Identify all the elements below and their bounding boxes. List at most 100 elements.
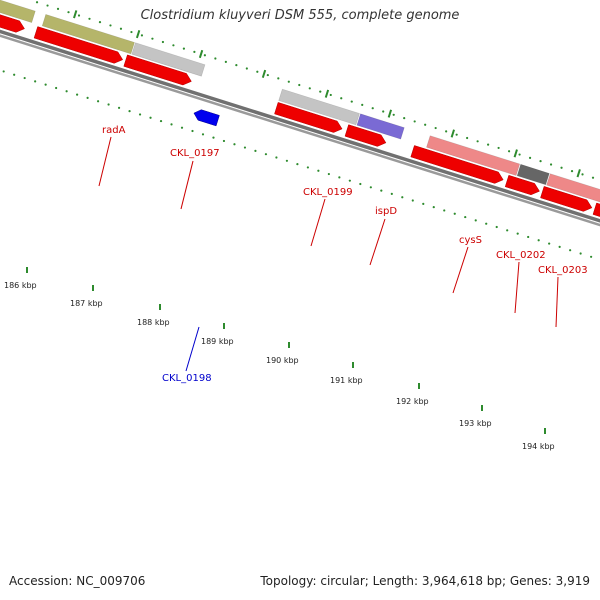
tick-dot: [485, 222, 488, 225]
tick-dot: [432, 206, 435, 209]
tick-dot: [212, 136, 215, 139]
tick-mark: [135, 30, 141, 39]
tick-dot: [264, 153, 268, 156]
tick-dot: [558, 245, 561, 248]
tick-dot: [35, 1, 39, 4]
kbp-tick-label: 189 kbp: [201, 337, 234, 346]
tick-dot: [359, 182, 362, 186]
tick-mark: [513, 149, 518, 158]
tick-dot: [243, 146, 247, 149]
tick-dot: [348, 179, 351, 182]
tick-dot: [65, 90, 68, 93]
kbp-tick-label: 191 kbp: [330, 376, 363, 385]
tick-dot: [130, 30, 133, 34]
tick-dot: [13, 73, 16, 76]
tick-dot: [327, 172, 330, 176]
gene-label: cysS: [459, 235, 482, 246]
tick-dot: [487, 143, 490, 146]
tick-dot: [285, 159, 289, 162]
tick-dot: [507, 150, 511, 153]
tick-dot: [453, 212, 456, 215]
tick-dot: [277, 77, 280, 80]
tick-dot: [98, 21, 102, 24]
tick-dot: [128, 110, 131, 113]
tick-dot: [172, 44, 175, 47]
tick-dot: [527, 235, 530, 239]
tick-mark: [261, 69, 267, 78]
genome-backbone: [0, 29, 600, 227]
tick-dot: [77, 14, 81, 17]
tick-dot: [214, 57, 217, 60]
cds-bar: [356, 113, 405, 140]
tick-dot: [528, 156, 532, 159]
tick-dot: [443, 209, 446, 212]
tick-dot: [67, 11, 70, 14]
gene-label-leader: [185, 326, 200, 372]
tick-dot: [296, 163, 299, 166]
tick-dot: [516, 232, 519, 235]
gene-label: CKL_0203: [538, 265, 588, 276]
tick-mark: [198, 49, 204, 59]
tick-dot: [371, 107, 374, 110]
tick-dot: [306, 166, 309, 169]
kbp-tick-label: 188 kbp: [137, 318, 170, 327]
tick-dot: [119, 27, 123, 30]
accession-text: Accession: NC_009706: [9, 574, 146, 588]
cds-bar: [516, 163, 550, 186]
tick-dot: [338, 176, 341, 179]
gene-label: CKL_0199: [303, 187, 353, 198]
tick-dot: [224, 60, 227, 63]
tick-dot: [411, 199, 414, 202]
tick-dot: [55, 86, 58, 90]
scale-ticks: 186 kbp 187 kbp 188 kbp 189 kbp 190 kbp 191 k…: [2, 0, 595, 451]
forward-cds-arrow: [540, 186, 593, 212]
tick-dot: [422, 202, 425, 205]
forward-cds-arrow: [123, 54, 192, 86]
gene-label: CKL_0202: [496, 250, 546, 261]
tick-dot: [497, 146, 500, 150]
tick-dot: [256, 70, 259, 73]
tick-dot: [23, 76, 26, 80]
tick-dot: [506, 229, 509, 232]
cds-bar: [546, 173, 600, 203]
tick-dot: [86, 96, 89, 100]
tick-dot: [560, 166, 563, 169]
tick-dot: [107, 103, 110, 106]
tick-dot: [201, 133, 205, 136]
tick-dot: [46, 4, 49, 7]
kbp-tick-label: 187 kbp: [70, 299, 103, 308]
tick-dot: [56, 7, 60, 10]
gene-label: radA: [102, 125, 126, 136]
tick-dot: [495, 225, 498, 229]
tick-dot: [466, 136, 469, 140]
kbp-tick-label: 193 kbp: [459, 419, 492, 428]
gene-label-leader: [180, 160, 194, 210]
tick-dot: [191, 129, 194, 133]
cds-bar: [426, 135, 521, 176]
tick-dot: [44, 83, 47, 86]
tick-dot: [159, 119, 163, 123]
tick-dot: [579, 252, 582, 255]
tick-dot: [537, 239, 540, 242]
tick-dot: [298, 83, 301, 87]
tick-dot: [96, 100, 100, 103]
tick-dot: [319, 90, 322, 93]
feature-track: [0, 14, 600, 217]
tick-dot: [266, 73, 269, 77]
tick-dot: [233, 143, 236, 146]
forward-cds-arrow: [410, 145, 504, 184]
tick-dot: [424, 123, 427, 126]
gene-label: CKL_0197: [170, 148, 220, 159]
gene-labels: radA CKL_0197 CKL_0199 ispD cysS CKL_0202 CKL_…: [98, 125, 588, 384]
misc-feature-bar: [0, 0, 36, 23]
tick-dot: [34, 80, 37, 83]
cds-bar: [278, 88, 360, 126]
gene-label-leader: [555, 276, 559, 328]
tick-dot: [151, 37, 154, 40]
backbone-line: [0, 34, 600, 227]
tick-mark: [73, 10, 78, 19]
tick-dot: [570, 169, 574, 173]
tick-dot: [476, 140, 479, 143]
